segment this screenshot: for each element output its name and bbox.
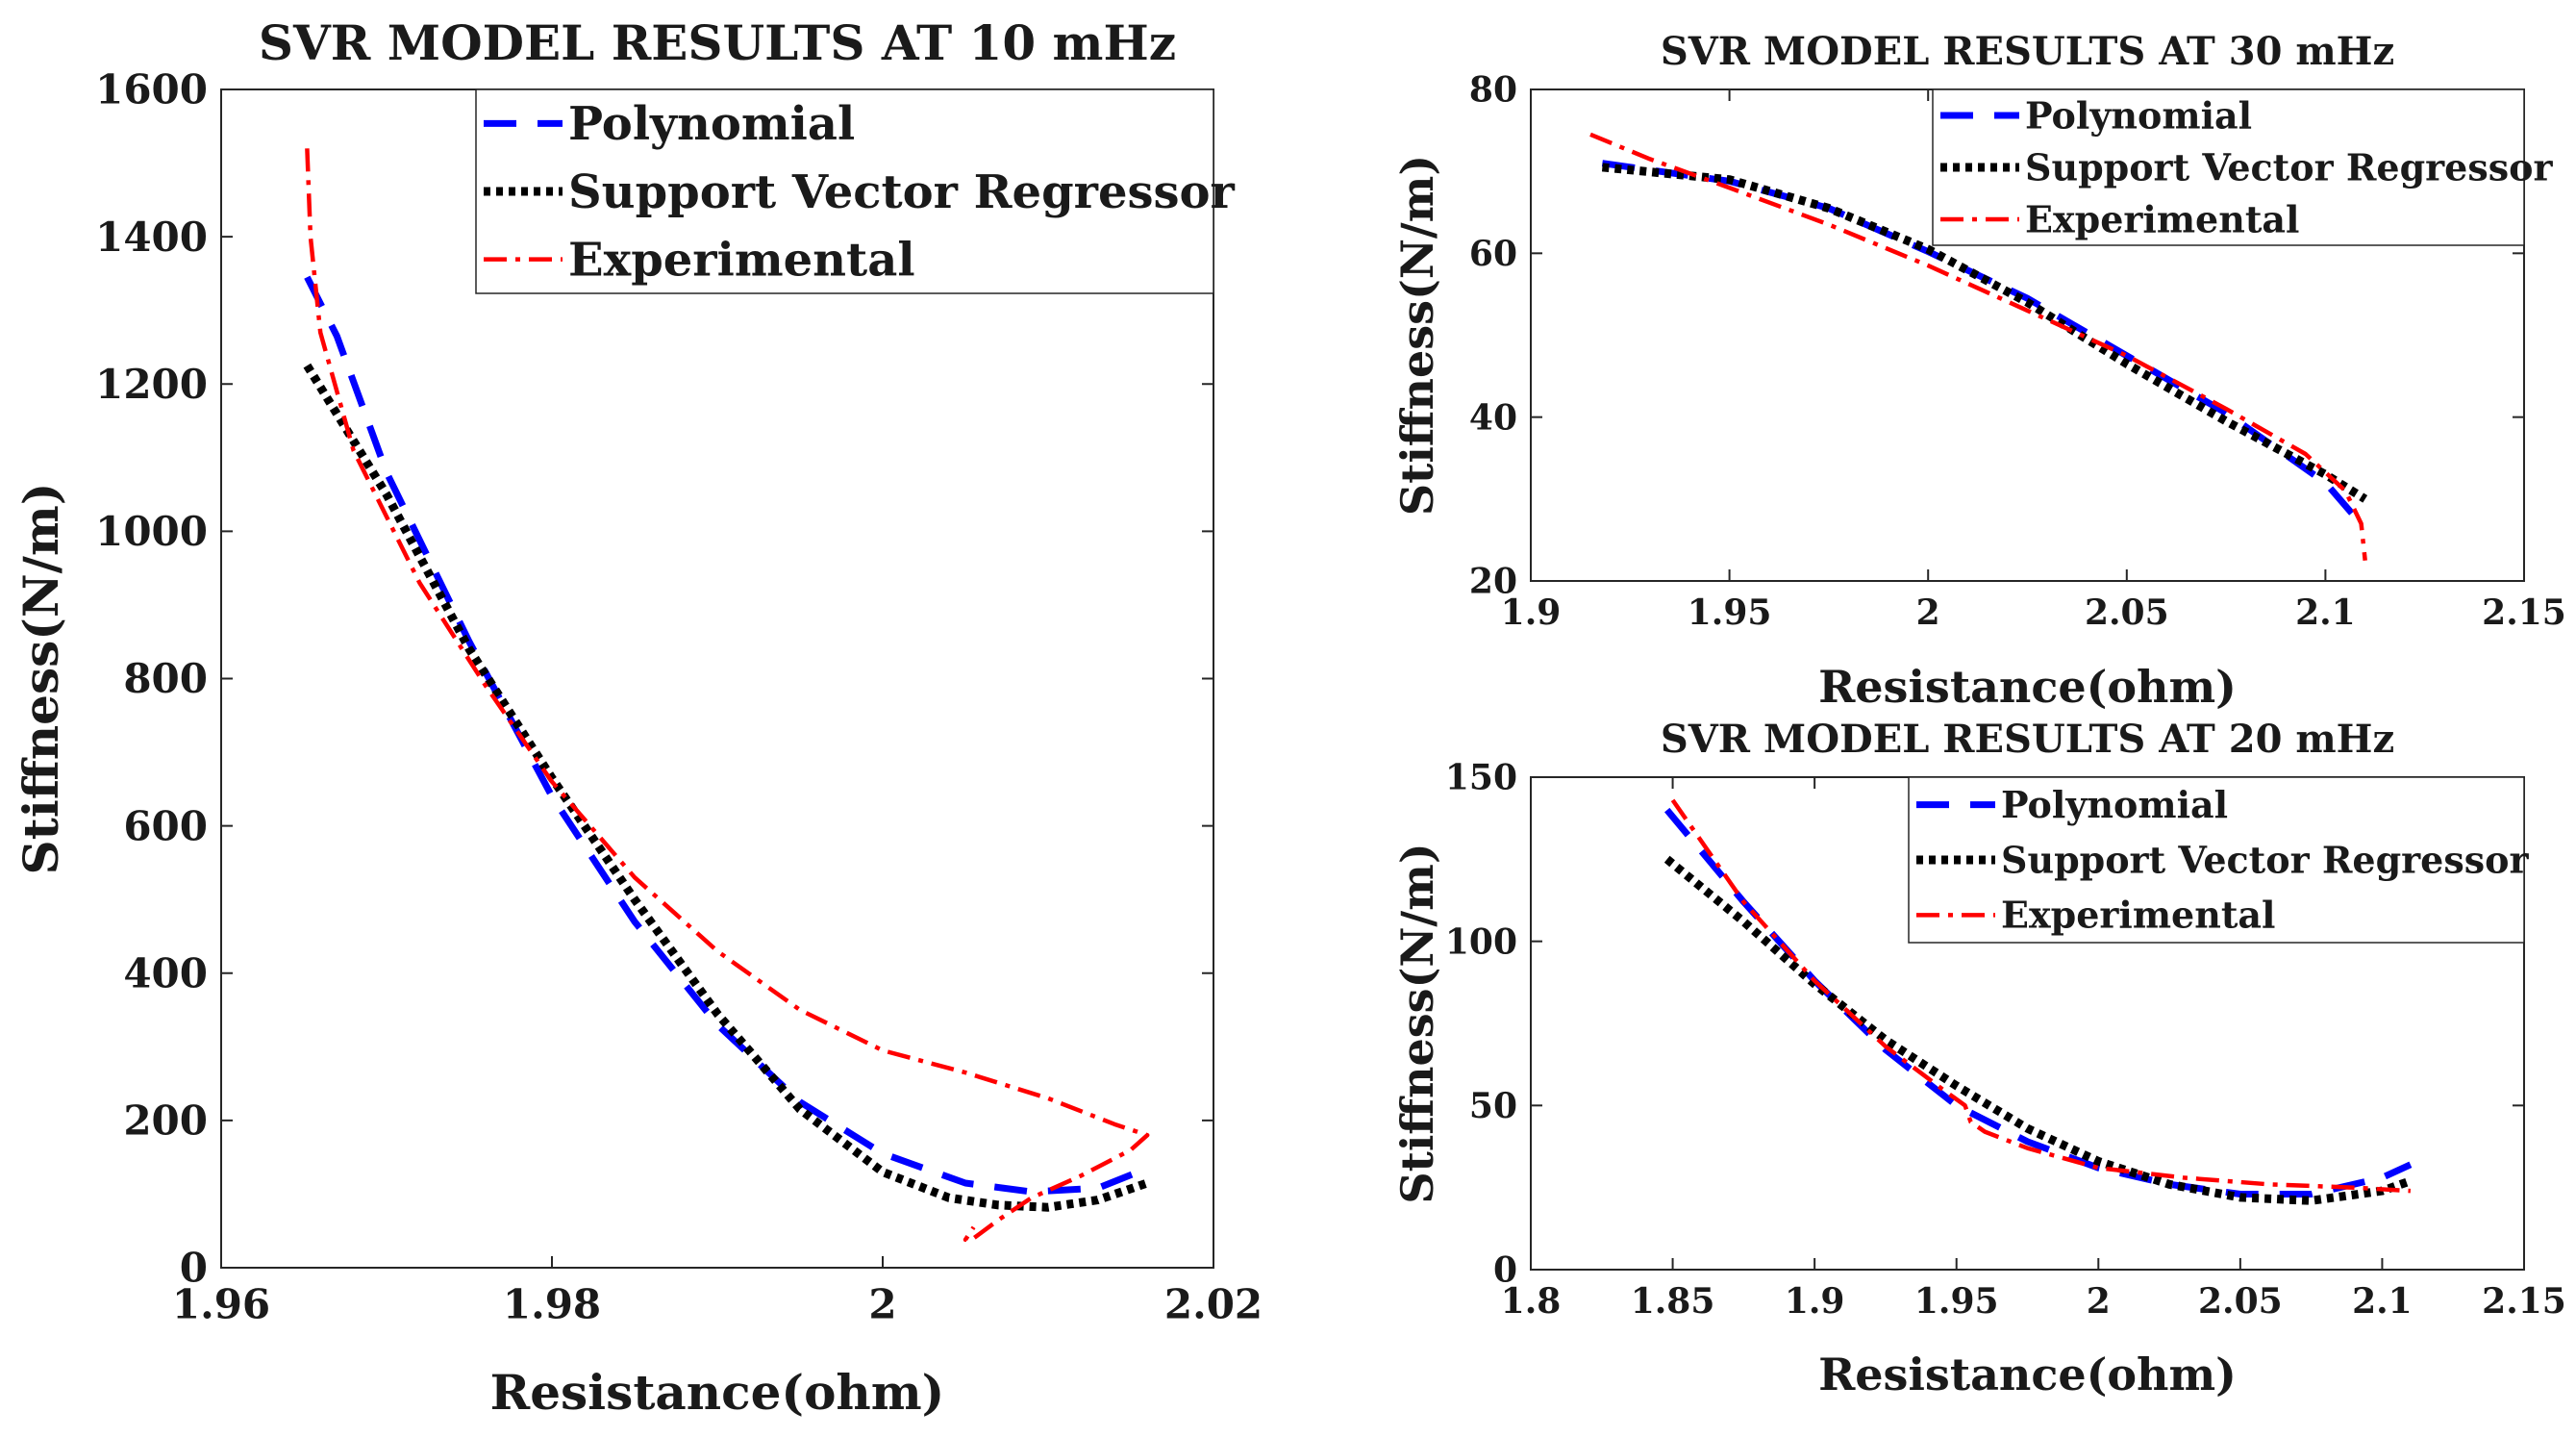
series-line-polynomial xyxy=(1601,160,2361,522)
x-tick-label: 2 xyxy=(1916,592,1940,633)
x-tick-label: 1.85 xyxy=(1631,1281,1715,1322)
chart-left: SVR MODEL RESULTS AT 10 mHz 1.96 1.98 2 2.02… xyxy=(13,14,1263,1421)
x-tick-label: 2.02 xyxy=(1164,1281,1263,1328)
legend xyxy=(1908,776,2525,944)
x-tick-label: 2.1 xyxy=(2295,592,2356,633)
chart-title: SVR MODEL RESULTS AT 20 mHz xyxy=(1661,717,2394,762)
y-tick-label: 80 xyxy=(1469,70,1517,111)
chart-title: SVR MODEL RESULTS AT 30 mHz xyxy=(1661,29,2394,74)
y-tick-label: 20 xyxy=(1469,562,1517,602)
legend-label-polynomial: Polynomial xyxy=(2001,783,2228,826)
x-tick-label: 1.95 xyxy=(1914,1281,1999,1322)
x-tick-label: 2.05 xyxy=(2198,1281,2283,1322)
series-line-svr xyxy=(1663,855,2413,1205)
series-line-svr xyxy=(1601,163,2368,503)
x-axis-label: Resistance(ohm) xyxy=(490,1364,945,1421)
x-tick-label: 1.9 xyxy=(1785,1281,1845,1322)
y-tick-label: 150 xyxy=(1445,758,1517,798)
chart-bottom-right: SVR MODEL RESULTS AT 20 mHz 1.8 1.85 1.9 1.9… xyxy=(1391,717,2566,1400)
x-tick-label: 1.8 xyxy=(1501,1281,1562,1322)
x-tick-label: 2.15 xyxy=(2482,1281,2566,1322)
x-tick-label: 1.98 xyxy=(503,1281,601,1328)
y-axis-label: Stiffness(N/m) xyxy=(13,483,69,875)
y-tick-label: 400 xyxy=(123,949,208,996)
y-tick-label: 1000 xyxy=(95,508,208,555)
x-tick-label: 2 xyxy=(868,1281,896,1328)
x-tick-label: 2 xyxy=(2087,1281,2111,1322)
series-line-svr xyxy=(303,363,1149,1212)
legend-label-polynomial: Polynomial xyxy=(568,97,855,151)
x-tick-label: 2.05 xyxy=(2085,592,2169,633)
y-tick-label: 0 xyxy=(180,1245,208,1292)
y-axis-label: Stiffness(N/m) xyxy=(1391,155,1443,516)
y-tick-label: 1200 xyxy=(95,361,208,408)
y-tick-label: 200 xyxy=(123,1097,208,1145)
x-tick-label: 2.1 xyxy=(2352,1281,2413,1322)
legend-label-svr: Support Vector Regressor xyxy=(2025,145,2553,189)
legend-label-experimental: Experimental xyxy=(2001,894,2275,937)
x-axis-label: Resistance(ohm) xyxy=(1818,661,2237,713)
y-tick-label: 800 xyxy=(123,655,208,702)
series-line-experimental xyxy=(305,148,1150,1243)
y-axis-label: Stiffness(N/m) xyxy=(1391,843,1443,1203)
chart-top-right: SVR MODEL RESULTS AT 30 mHz 1.9 1.95 2 2.05 2… xyxy=(1391,29,2566,713)
series-line-experimental xyxy=(1670,798,2412,1194)
y-tick-label: 100 xyxy=(1445,921,1517,962)
y-tick-label: 50 xyxy=(1469,1086,1517,1126)
y-tick-label: 60 xyxy=(1469,234,1517,274)
legend-label-svr: Support Vector Regressor xyxy=(2001,838,2529,881)
legend-label-experimental: Experimental xyxy=(2025,197,2299,240)
x-axis-label: Resistance(ohm) xyxy=(1818,1349,2237,1400)
legend xyxy=(1932,88,2525,246)
x-tick-label: 1.95 xyxy=(1688,592,1772,633)
legend-label-experimental: Experimental xyxy=(568,233,915,287)
legend-label-polynomial: Polynomial xyxy=(2025,93,2252,137)
x-tick-label: 2.15 xyxy=(2482,592,2566,633)
legend xyxy=(475,88,1214,294)
y-tick-label: 1400 xyxy=(95,214,208,261)
y-tick-label: 40 xyxy=(1469,397,1517,438)
chart-title: SVR MODEL RESULTS AT 10 mHz xyxy=(259,14,1176,71)
y-tick-label: 0 xyxy=(1493,1250,1517,1291)
y-tick-label: 600 xyxy=(123,802,208,849)
x-tick-label: 1.96 xyxy=(172,1281,270,1328)
x-tick-label: 1.9 xyxy=(1501,592,1562,633)
y-tick-label: 1600 xyxy=(95,66,208,113)
legend-label-svr: Support Vector Regressor xyxy=(568,165,1236,219)
